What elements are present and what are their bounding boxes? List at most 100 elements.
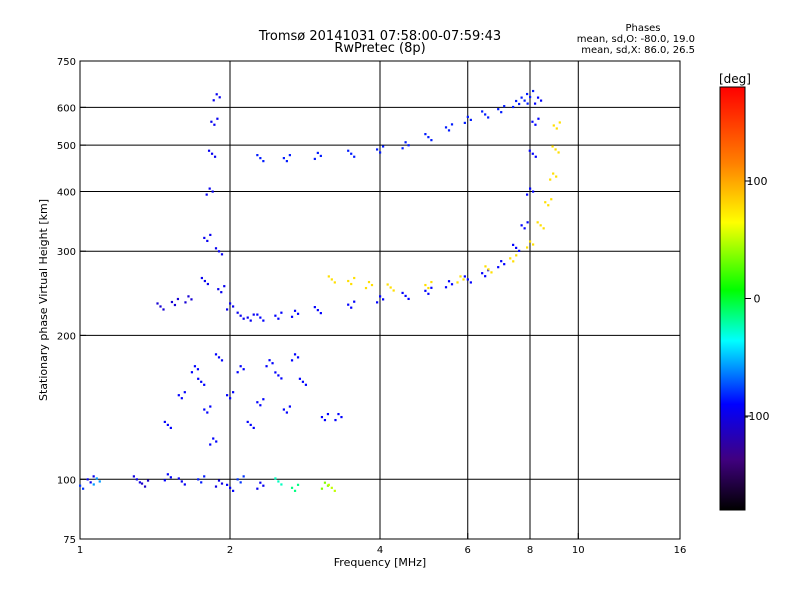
- echo-point: [206, 411, 209, 414]
- echo-point: [484, 275, 487, 278]
- echo-point: [206, 282, 209, 286]
- echo-point: [424, 289, 427, 292]
- echo-point: [249, 423, 252, 427]
- echo-point: [376, 301, 379, 304]
- colorbar-tick-label: 100: [747, 175, 768, 188]
- echo-point: [274, 371, 277, 374]
- echo-point: [536, 221, 539, 224]
- echo-point: [285, 411, 288, 414]
- echo-point: [350, 282, 353, 286]
- echo-point: [430, 286, 433, 289]
- echo-point: [487, 116, 490, 119]
- echo-point: [430, 139, 433, 142]
- echo-point: [215, 93, 218, 96]
- echo-point: [537, 117, 540, 120]
- echo-point: [503, 105, 506, 108]
- echo-point: [296, 312, 300, 315]
- echo-point: [290, 315, 294, 318]
- chart-title: Tromsø 20141031 07:58:00-07:59:43: [258, 29, 501, 44]
- echo-point: [196, 368, 200, 371]
- echo-point: [350, 152, 353, 155]
- echo-point: [217, 479, 221, 482]
- echo-point: [456, 281, 459, 284]
- echo-point: [135, 478, 138, 481]
- echo-point: [242, 475, 245, 478]
- echo-point: [268, 359, 271, 362]
- echo-point: [183, 483, 186, 486]
- echo-point: [529, 240, 532, 243]
- echo-point: [509, 257, 512, 260]
- echo-point: [497, 108, 500, 111]
- echo-point: [209, 233, 212, 237]
- echo-point: [367, 280, 371, 284]
- echo-point: [526, 102, 529, 105]
- echo-point: [242, 317, 245, 320]
- echo-point: [95, 477, 98, 480]
- echo-point: [274, 314, 277, 317]
- echo-point: [544, 201, 547, 204]
- echo-point: [265, 365, 268, 368]
- echo-point: [256, 487, 259, 490]
- y-tick-label: 100: [57, 475, 76, 486]
- echo-point: [156, 302, 159, 305]
- echo-point: [89, 481, 92, 484]
- echo-point: [209, 405, 212, 408]
- y-tick-label: 300: [57, 247, 76, 258]
- echo-point: [217, 288, 220, 291]
- echo-point: [184, 301, 187, 304]
- echo-point: [353, 155, 356, 158]
- echo-point: [288, 405, 291, 408]
- echo-point: [183, 391, 186, 394]
- echo-point: [350, 306, 353, 309]
- echo-point: [427, 286, 430, 290]
- echo-point: [213, 155, 217, 158]
- echo-point: [246, 316, 249, 319]
- echo-point: [424, 283, 427, 287]
- echo-point: [532, 243, 535, 246]
- echo-point: [515, 254, 518, 257]
- echo-point: [547, 204, 550, 207]
- echo-point: [262, 319, 265, 322]
- echo-point: [220, 359, 224, 362]
- echo-point: [379, 151, 382, 154]
- echo-point: [213, 123, 216, 126]
- x-tick-label: 2: [227, 545, 233, 556]
- echo-point: [274, 477, 277, 480]
- colorbar-ticks: 100 0 -100: [745, 175, 770, 423]
- echo-point: [444, 286, 448, 289]
- echo-point: [542, 227, 545, 230]
- echo-point: [229, 486, 232, 489]
- phases-x-line: mean, sd,X: 86.0, 26.5: [581, 45, 695, 56]
- echo-point: [529, 187, 532, 190]
- x-tick-label: 8: [527, 545, 533, 556]
- echo-point: [259, 481, 262, 484]
- echo-point: [469, 118, 472, 122]
- echo-point: [214, 485, 218, 488]
- echo-point: [146, 479, 150, 482]
- echo-point: [277, 317, 280, 320]
- echo-point: [379, 295, 382, 298]
- echo-point: [290, 359, 294, 362]
- x-axis-label: Frequency [MHz]: [334, 556, 426, 569]
- echo-point: [249, 319, 252, 322]
- echo-point: [203, 383, 206, 386]
- echo-point: [462, 278, 465, 281]
- colorbar-tick-label: -100: [745, 410, 770, 423]
- x-tick-label: 16: [674, 545, 687, 556]
- echo-point: [316, 309, 319, 312]
- echo-point: [82, 487, 85, 490]
- echo-point: [555, 127, 558, 130]
- echo-point: [176, 297, 180, 301]
- echo-point: [217, 356, 221, 359]
- echo-point: [382, 298, 385, 301]
- echo-point: [528, 149, 531, 152]
- echo-point: [532, 190, 535, 193]
- echo-point: [212, 437, 215, 440]
- echo-point: [218, 96, 221, 99]
- echo-point: [382, 145, 385, 148]
- x-tick-label: 4: [377, 545, 383, 556]
- echo-point: [463, 121, 466, 125]
- echo-point: [256, 154, 259, 157]
- echo-point: [256, 401, 259, 404]
